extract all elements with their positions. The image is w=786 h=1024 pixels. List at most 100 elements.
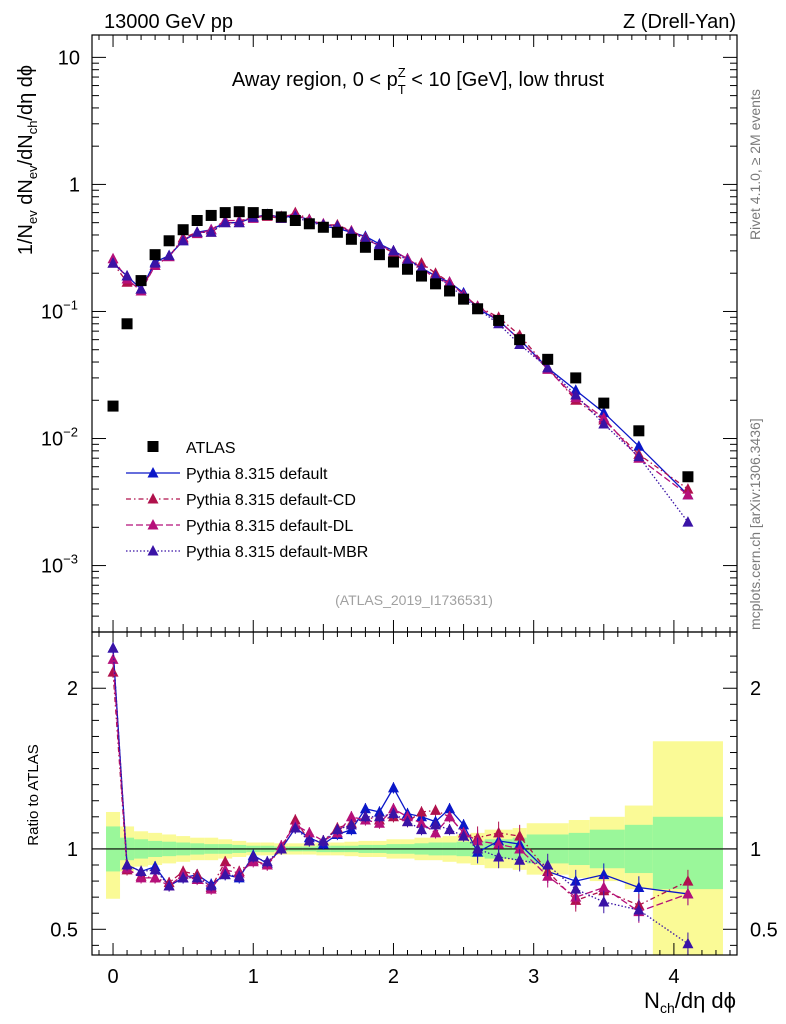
data-point	[233, 206, 245, 218]
marker-mbr	[205, 226, 217, 237]
data-point	[682, 471, 694, 483]
data-point	[177, 224, 189, 236]
ratio-marker-dl	[598, 881, 610, 893]
ratio-marker-mbr	[149, 863, 161, 875]
marker-mbr	[416, 261, 428, 273]
data-point	[219, 207, 231, 219]
ratio-marker-default	[598, 868, 610, 880]
ratio-marker-mbr	[303, 834, 315, 846]
marker-mbr	[682, 516, 694, 527]
ratio-marker-mbr	[233, 870, 245, 881]
ratio-marker-cd	[430, 804, 442, 815]
ratio-y-tick-label: 1	[67, 839, 78, 861]
x-tick-label: 3	[528, 966, 539, 988]
legend-label-mbr: Pythia 8.315 default-MBR	[186, 544, 368, 561]
ratio-marker-mbr	[387, 807, 399, 819]
marker-mbr	[373, 239, 385, 251]
data-point	[416, 270, 428, 282]
data-point	[570, 372, 582, 384]
ratio-y-tick-label-right: 1	[750, 839, 761, 861]
ratio-marker-mbr	[570, 883, 582, 894]
ratio-marker-dl	[149, 871, 161, 883]
ratio-marker-cd	[514, 830, 526, 841]
ratio-marker-default	[458, 818, 470, 830]
ratio-marker-mbr	[542, 859, 554, 870]
ratio-marker-dl	[135, 871, 147, 883]
ratio-marker-dl	[493, 838, 505, 849]
data-point	[472, 303, 484, 315]
marker-default	[598, 406, 610, 418]
marker-mbr	[542, 361, 554, 373]
mcplots-label: mcplots.cern.ch [arXiv:1306.3436]	[747, 418, 763, 630]
marker-mbr	[177, 234, 189, 246]
ratio-marker-cd	[682, 875, 694, 886]
ratio-marker-mbr	[289, 822, 301, 833]
ratio-marker-dl	[682, 887, 694, 899]
data-point	[401, 263, 413, 275]
marker-mbr	[387, 244, 399, 256]
ratio-marker-mbr	[247, 850, 259, 862]
data-point	[261, 208, 273, 220]
series-line-mbr	[112, 213, 689, 523]
top-y-tick-label: 10−2	[41, 425, 78, 451]
marker-mbr	[633, 450, 645, 462]
ratio-marker-dl	[345, 810, 357, 822]
marker-cd	[682, 483, 694, 494]
data-point	[289, 215, 301, 227]
top-panel-frame	[91, 34, 738, 633]
ratio-marker-mbr	[416, 823, 428, 835]
data-point	[345, 233, 357, 245]
ratio-marker-default	[387, 781, 399, 793]
ratio-marker-dl	[416, 817, 428, 828]
ratio-y-tick-label: 0.5	[50, 919, 78, 941]
ratio-marker-mbr	[135, 865, 147, 876]
data-point	[275, 211, 287, 223]
marker-mbr	[430, 270, 442, 281]
series-line-cd	[112, 211, 689, 490]
ratio-marker-cd	[493, 826, 505, 838]
ratio-marker-mbr	[633, 904, 645, 915]
ratio-panel	[106, 741, 723, 955]
top-y-tick-label: 1	[69, 174, 80, 196]
ratio-panel-frame	[91, 631, 738, 956]
data-point	[387, 256, 399, 268]
ratio-marker-mbr	[401, 815, 413, 827]
ratio-marker-mbr	[444, 823, 456, 835]
marker-mbr	[121, 270, 133, 281]
marker-mbr	[219, 216, 231, 228]
ratio-marker-mbr	[205, 879, 217, 891]
marker-mbr	[570, 389, 582, 400]
ratio-y-tick-label: 2	[67, 678, 78, 700]
header-right: Z (Drell-Yan)	[623, 11, 736, 33]
ratio-marker-mbr	[275, 842, 287, 854]
ratio-marker-mbr	[472, 842, 484, 854]
ratio-marker-mbr	[345, 818, 357, 830]
data-point	[444, 285, 456, 297]
marker-dl	[598, 412, 610, 423]
marker-mbr	[107, 257, 119, 268]
marker-mbr	[149, 257, 161, 268]
ratio-marker-mbr	[219, 868, 231, 880]
legend-label-cd: Pythia 8.315 default-CD	[186, 492, 356, 509]
series-line-dl	[112, 213, 689, 496]
data-point	[331, 226, 343, 238]
legend-label-data: ATLAS	[186, 440, 236, 457]
marker-mbr	[359, 233, 371, 244]
ratio-marker-cd	[416, 805, 428, 817]
ratio-marker-mbr	[430, 818, 442, 830]
data-point	[121, 318, 133, 330]
legend-marker-cd	[147, 493, 159, 504]
data-point	[633, 425, 645, 437]
data-point	[149, 249, 161, 261]
data-point	[205, 209, 217, 221]
legend-marker-default	[147, 467, 159, 478]
ratio-line-mbr	[112, 648, 689, 945]
marker-mbr	[191, 226, 203, 237]
ratio-marker-mbr	[107, 642, 119, 653]
ratio-marker-mbr	[163, 879, 175, 891]
ratio-marker-mbr	[458, 830, 470, 841]
ratio-marker-mbr	[261, 855, 273, 867]
ratio-y-tick-label-right: 2	[750, 678, 761, 700]
ratio-marker-mbr	[359, 810, 371, 822]
